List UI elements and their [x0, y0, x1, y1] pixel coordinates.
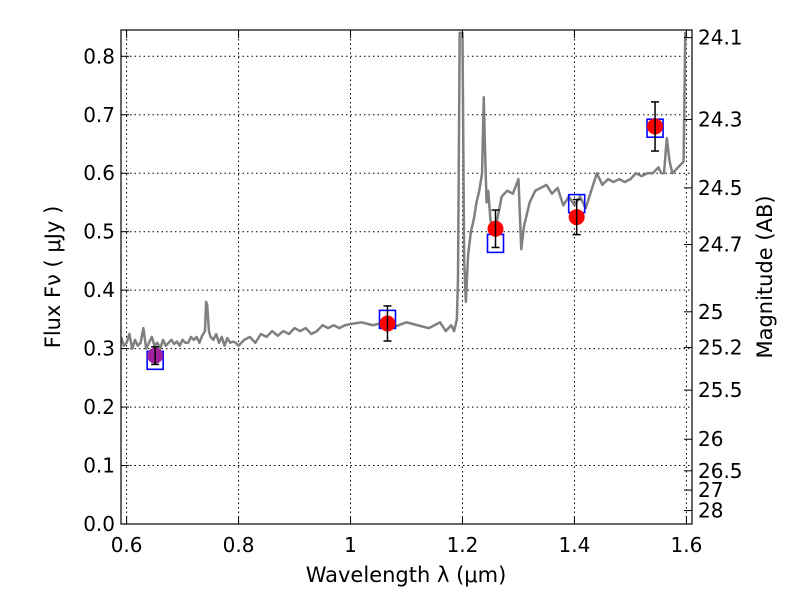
y2-tick-label: 24.7	[698, 233, 743, 257]
y2-tick-label: 24.5	[698, 176, 743, 200]
x-tick-label: 1.2	[447, 533, 479, 557]
axes-frame	[120, 29, 693, 525]
x-tick-label: 0.6	[111, 533, 143, 557]
y2-tick-label: 25.2	[698, 335, 743, 359]
y2-tick-label: 24.1	[698, 26, 743, 50]
y-ticks: 0.0 0.1 0.2 0.3 0.4 0.5 0.6 0.7 0.8	[83, 44, 129, 536]
x-tick-label: 1.6	[670, 533, 702, 557]
x-tick-label: 0.8	[223, 533, 255, 557]
x-ticks: 0.6 0.8 1 1.2 1.4 1.6	[111, 30, 702, 557]
y2-tick-label: 25.5	[698, 378, 743, 402]
x-tick-label: 1	[344, 533, 357, 557]
y-tick-label: 0.4	[83, 278, 115, 302]
y-tick-label: 0.7	[83, 103, 115, 127]
y-tick-label: 0.8	[83, 44, 115, 68]
spectrum-line	[121, 31, 687, 350]
y-tick-label: 0.5	[83, 220, 115, 244]
y-tick-label: 0.6	[83, 161, 115, 185]
y-axis-title: Flux Fν ( μJy )	[41, 206, 65, 349]
y2-tick-label: 26	[698, 427, 723, 451]
y-tick-label: 0.2	[83, 395, 115, 419]
x-axis-title: Wavelength λ (μm)	[306, 563, 507, 587]
y2-tick-label: 25	[698, 300, 723, 324]
plot-frame	[120, 29, 693, 525]
spectrum-layer	[121, 31, 687, 350]
y2-tick-label: 28	[698, 499, 723, 523]
y2-tick-label: 27	[698, 478, 723, 502]
plot-area	[121, 31, 687, 371]
y2-tick-label: 26.5	[698, 459, 743, 483]
y2-axis-title: Magnitude (AB)	[753, 195, 777, 358]
y-tick-label: 0.1	[83, 454, 115, 478]
y-tick-label: 0.3	[83, 337, 115, 361]
x-tick-label: 1.4	[559, 533, 591, 557]
points-layer	[147, 101, 664, 366]
y-tick-label: 0.0	[83, 512, 115, 536]
y2-tick-label: 24.3	[698, 107, 743, 131]
